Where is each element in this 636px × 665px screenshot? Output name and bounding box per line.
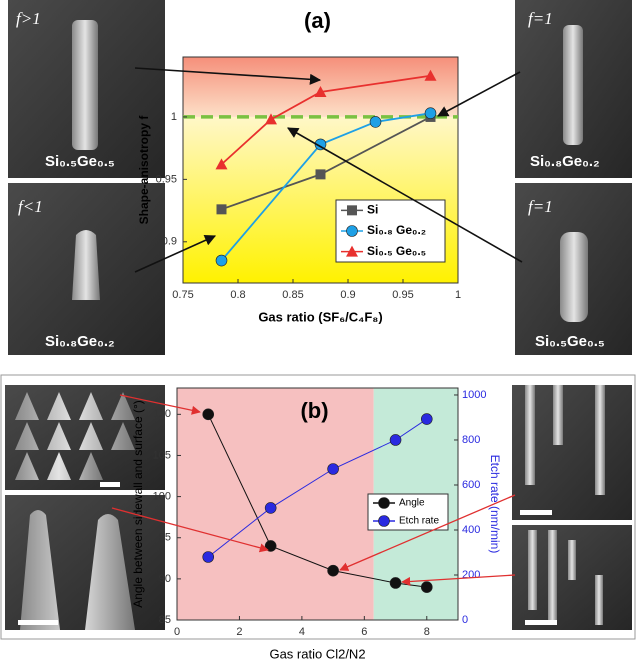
sem-image: f>1 Si₀.₅Ge₀.₅ [8, 0, 165, 178]
sem-image [512, 385, 632, 520]
sem-image: f=1 Si₀.₈Ge₀.₂ [515, 0, 632, 178]
sem-image: f<1 Si₀.₈Ge₀.₂ [8, 183, 165, 355]
y2-tick-label: 200 [462, 569, 480, 581]
y2-tick-label: 0 [462, 614, 468, 626]
x-tick-label: 0.9 [340, 289, 355, 301]
plot-frame [182, 56, 459, 284]
legend-marker [347, 205, 357, 216]
frame [0, 374, 636, 640]
sem-image [5, 495, 165, 630]
point [215, 254, 228, 267]
point [265, 113, 277, 125]
x-tick-label: 0 [174, 626, 180, 638]
x-tick-label: 1 [455, 289, 461, 301]
y-tick-label: 1 [171, 111, 177, 123]
x-tick-label: 0.95 [392, 289, 413, 301]
arrows [134, 67, 523, 273]
x-tick-label: 0.85 [282, 289, 303, 301]
image-material: Si₀.₈Ge₀.₂ [45, 333, 115, 350]
point [327, 564, 339, 577]
image-material: Si₀.₈Ge₀.₂ [530, 153, 600, 170]
legend-label: Si₀.₈ Ge₀.₂ [367, 223, 426, 237]
sem-image: f=1 Si₀.₅Ge₀.₅ [515, 183, 632, 355]
image-f: f>1 [16, 9, 41, 28]
x-tick-label: 4 [299, 626, 305, 638]
chart-title: (a) [304, 8, 331, 33]
x-tick-label: 6 [361, 626, 367, 638]
y2-tick-label: 400 [462, 524, 480, 536]
point [420, 581, 433, 593]
point [202, 408, 215, 421]
y2-tick-label: 800 [462, 434, 480, 446]
legend-label: Angle [399, 498, 425, 509]
legend-label: Si₀.₅ Ge₀.₅ [367, 244, 426, 258]
image-f: f<1 [18, 197, 43, 216]
legend-marker [378, 497, 390, 509]
y-tick-label: 85 [159, 614, 171, 626]
point [327, 463, 339, 475]
region [177, 388, 374, 620]
y-tick-label: 105 [153, 449, 171, 461]
y-tick-label: 0.95 [156, 173, 177, 185]
image-material: Si₀.₅Ge₀.₅ [535, 333, 605, 350]
point [215, 158, 228, 170]
x-axis-label: Gas ratio Cl2/N2 [269, 646, 365, 661]
point [202, 551, 215, 563]
point [389, 434, 402, 446]
sem-image [5, 385, 165, 490]
series-line [220, 74, 431, 166]
x-tick-label: 0.75 [172, 289, 193, 301]
image-f: f=1 [528, 197, 553, 216]
y2-tick-label: 1000 [462, 389, 486, 401]
legend-label: Etch rate [399, 516, 439, 527]
point [314, 85, 327, 97]
image-f: f=1 [528, 9, 553, 28]
point [369, 116, 382, 128]
series-line [220, 112, 431, 262]
x-tick-label: 8 [424, 626, 430, 638]
point [264, 502, 277, 514]
y-tick-label: 0.9 [162, 236, 177, 248]
point [315, 169, 326, 180]
legend-marker [346, 225, 358, 237]
y-tick-label: 95 [159, 532, 171, 544]
y-tick-label: 110 [153, 408, 171, 420]
point [420, 413, 433, 425]
sem-image [512, 525, 632, 630]
y-axis-label: Angle between sidewall and surface (°) [131, 400, 145, 608]
point [424, 69, 437, 81]
point [314, 138, 327, 151]
point [216, 204, 227, 215]
legend-marker [346, 245, 358, 257]
chart-title: (b) [300, 398, 328, 423]
plot-frame [176, 387, 459, 621]
y-tick-label: 100 [153, 491, 171, 503]
arrows [111, 394, 516, 587]
point [389, 577, 402, 589]
y-tick-label: 90 [159, 573, 171, 585]
x-tick-label: 2 [236, 626, 242, 638]
image-material: Si₀.₅Ge₀.₅ [45, 153, 115, 170]
x-tick-label: 0.8 [230, 289, 245, 301]
y-axis-label: Shape-anisotropy f [137, 115, 151, 225]
point [424, 107, 437, 119]
plots: 0.75 0.8 0.85 0.9 0.95 1 0.9 0.95 1 (a) Gas ratio … [131, 8, 502, 662]
y2-tick-label: 600 [462, 479, 480, 491]
legend-label: Si [367, 203, 378, 217]
legend-marker [378, 515, 390, 527]
x-axis-label: Gas ratio (SF₆/C₄F₈) [258, 309, 382, 324]
